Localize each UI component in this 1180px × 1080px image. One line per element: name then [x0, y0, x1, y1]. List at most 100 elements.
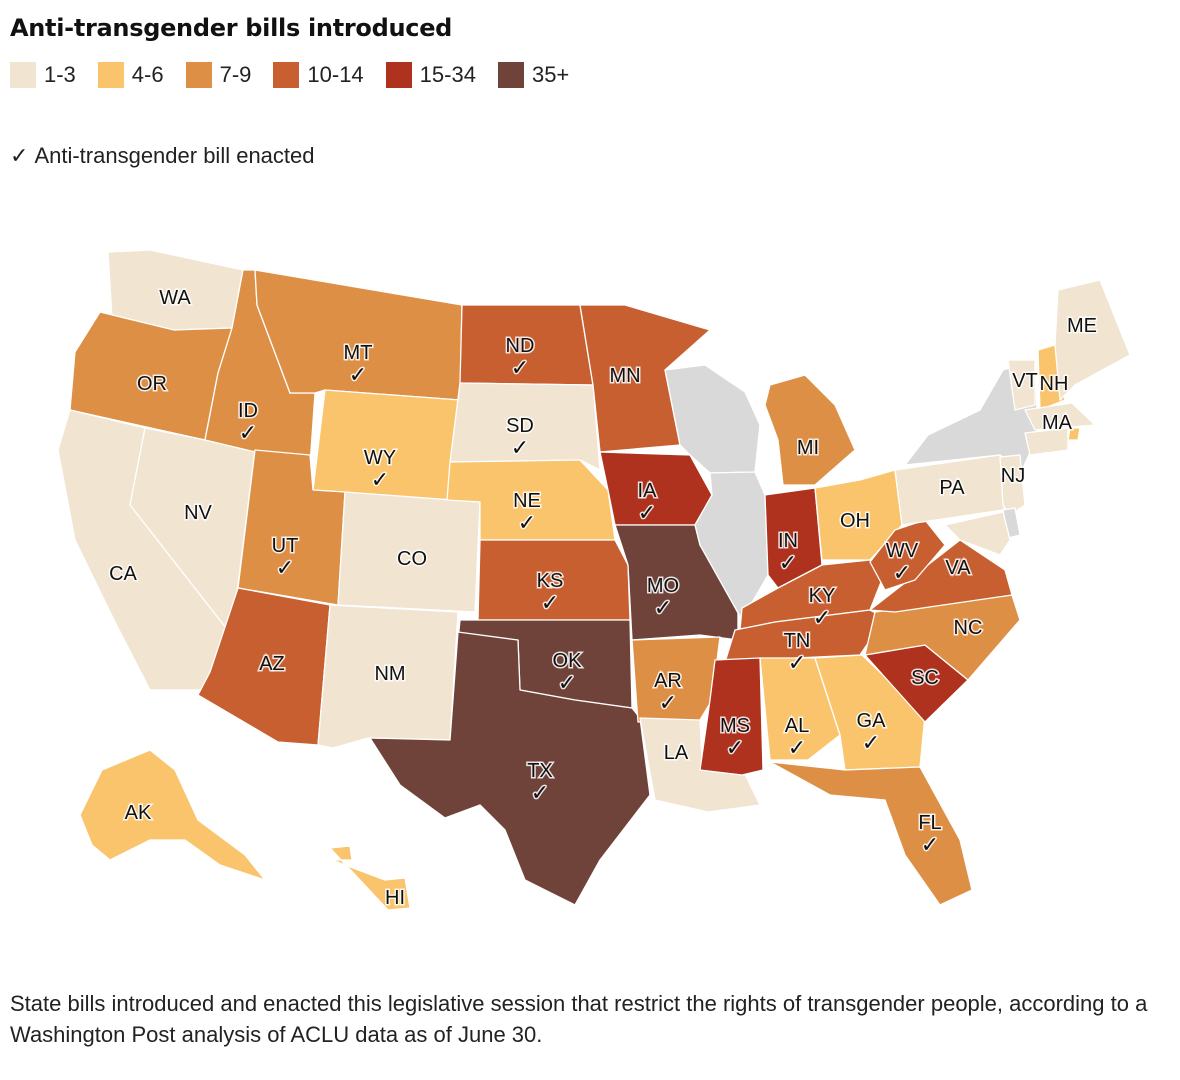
check-icon: ✓ — [10, 143, 29, 168]
legend-item: 7-9 — [185, 62, 252, 88]
state-md — [944, 511, 1011, 556]
state-nh — [1037, 344, 1066, 411]
state-label-nm: NM — [374, 663, 405, 685]
map-title: Anti-transgender bills introduced — [10, 14, 453, 42]
state-label-mo: MO — [647, 575, 679, 597]
state-co — [337, 491, 481, 613]
enacted-check-icon: ✓ — [779, 551, 797, 576]
state-label-sc: SC — [911, 667, 939, 689]
state-label-ky: KY — [809, 585, 836, 607]
state-label-az: AZ — [259, 653, 285, 675]
state-hi — [329, 845, 411, 911]
state-label-tx: TX — [527, 760, 553, 782]
legend-swatch — [273, 62, 300, 88]
state-label-oh: OH — [840, 510, 870, 532]
enacted-check-icon: ✓ — [511, 356, 529, 381]
state-me — [1054, 279, 1131, 401]
state-tx — [369, 631, 651, 906]
color-legend: 1-3 4-6 7-9 10-14 15-34 35+ — [10, 62, 591, 88]
state-ak — [79, 749, 266, 881]
legend-label: 35+ — [531, 62, 570, 87]
state-label-ne: NE — [513, 490, 541, 512]
enacted-check-icon: ✓ — [518, 511, 536, 536]
enacted-check-icon: ✓ — [276, 556, 294, 581]
state-ma — [1024, 402, 1096, 431]
enacted-check-icon: ✓ — [239, 421, 257, 446]
state-label-fl: FL — [918, 812, 941, 834]
enacted-note: ✓ Anti-transgender bill enacted — [10, 143, 315, 169]
state-label-co: CO — [397, 548, 427, 570]
legend-item: 10-14 — [273, 62, 364, 88]
legend-item: 35+ — [497, 62, 570, 88]
enacted-note-text: Anti-transgender bill enacted — [34, 143, 315, 168]
state-label-ks: KS — [537, 570, 564, 592]
state-ct — [1024, 427, 1069, 456]
state-label-or: OR — [137, 373, 167, 395]
state-label-id: ID — [238, 400, 258, 422]
state-label-ms: MS — [720, 715, 750, 737]
state-label-me: ME — [1067, 315, 1097, 337]
enacted-check-icon: ✓ — [788, 651, 806, 676]
enacted-check-icon: ✓ — [659, 691, 677, 716]
state-label-tn: TN — [784, 630, 811, 652]
legend-swatch — [385, 62, 412, 88]
state-label-ak: AK — [125, 802, 152, 824]
state-mi — [764, 374, 856, 486]
state-label-ma: MA — [1042, 412, 1073, 434]
legend-swatch — [185, 62, 212, 88]
enacted-check-icon: ✓ — [654, 596, 672, 621]
state-label-ut: UT — [272, 535, 299, 557]
legend-swatch — [97, 62, 124, 88]
enacted-check-icon: ✓ — [531, 781, 549, 806]
legend-label: 1-3 — [44, 62, 76, 87]
state-label-nh: NH — [1040, 373, 1069, 395]
enacted-check-icon: ✓ — [638, 501, 656, 526]
state-label-wa: WA — [159, 287, 191, 309]
state-ri — [1067, 427, 1081, 441]
state-fl — [769, 761, 973, 906]
state-nj — [999, 454, 1026, 516]
enacted-check-icon: ✓ — [349, 363, 367, 388]
state-vt — [1007, 359, 1036, 411]
legend-item: 4-6 — [97, 62, 164, 88]
legend-label: 4-6 — [131, 62, 164, 87]
state-label-ca: CA — [109, 563, 137, 585]
legend-item: 1-3 — [10, 62, 76, 88]
state-label-nv: NV — [184, 502, 212, 524]
state-label-al: AL — [785, 715, 809, 737]
enacted-check-icon: ✓ — [813, 606, 831, 631]
state-wv — [869, 519, 946, 591]
state-label-sd: SD — [506, 415, 534, 437]
state-la — [639, 717, 761, 813]
state-al — [759, 657, 841, 761]
state-label-hi: HI — [385, 887, 405, 909]
state-nm — [317, 604, 459, 749]
enacted-check-icon: ✓ — [371, 468, 389, 493]
state-label-nd: ND — [506, 335, 535, 357]
state-label-mn: MN — [609, 365, 640, 387]
state-label-vt: VT — [1012, 370, 1038, 392]
state-label-ar: AR — [654, 670, 682, 692]
state-label-nj: NJ — [1001, 465, 1025, 487]
state-label-wv: WV — [886, 540, 919, 562]
enacted-check-icon: ✓ — [558, 671, 576, 696]
state-label-mt: MT — [344, 342, 373, 364]
legend-label: 10-14 — [307, 62, 364, 87]
state-ar — [631, 636, 721, 723]
enacted-check-icon: ✓ — [788, 736, 806, 761]
state-label-va: VA — [945, 557, 971, 579]
state-label-ga: GA — [857, 710, 887, 732]
enacted-check-icon: ✓ — [511, 436, 529, 461]
state-label-nc: NC — [954, 617, 983, 639]
state-sd — [449, 382, 601, 471]
legend-swatch — [497, 62, 524, 88]
enacted-check-icon: ✓ — [921, 833, 939, 858]
caption: State bills introduced and enacted this … — [10, 991, 1148, 1047]
legend-label: 7-9 — [219, 62, 252, 87]
state-label-ok: OK — [553, 650, 583, 672]
enacted-check-icon: ✓ — [726, 736, 744, 761]
legend-label: 15-34 — [419, 62, 476, 87]
state-label-pa: PA — [939, 477, 965, 499]
state-label-ia: IA — [638, 480, 658, 502]
enacted-check-icon: ✓ — [862, 731, 880, 756]
